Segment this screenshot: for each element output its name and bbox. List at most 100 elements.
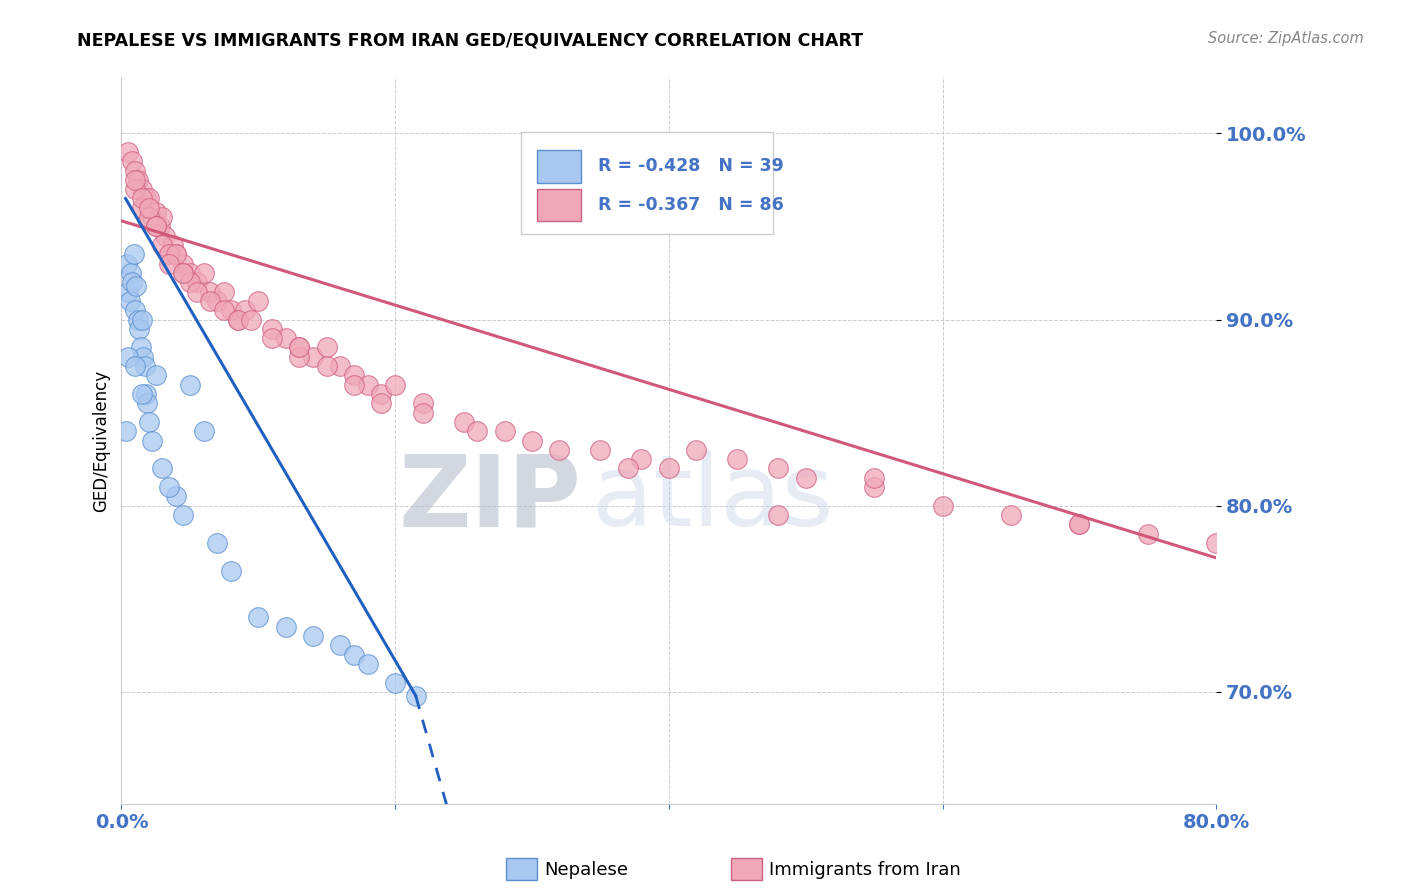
Point <box>118 293 141 308</box>
Point <box>412 396 434 410</box>
Point <box>120 266 142 280</box>
Point <box>179 266 201 280</box>
Point <box>863 471 886 485</box>
Point <box>141 210 163 224</box>
Point <box>931 499 953 513</box>
Point <box>152 238 174 252</box>
Point <box>658 461 681 475</box>
Point <box>128 322 150 336</box>
Point <box>384 377 406 392</box>
Point <box>135 387 157 401</box>
Point <box>124 163 146 178</box>
Point <box>124 359 146 373</box>
Point <box>288 350 311 364</box>
Point <box>138 201 160 215</box>
Text: ZIP: ZIP <box>398 450 581 547</box>
Point <box>288 341 311 355</box>
Point <box>384 675 406 690</box>
Point <box>124 303 146 318</box>
Point <box>794 471 817 485</box>
Point <box>1000 508 1022 522</box>
Point <box>165 247 187 261</box>
Point <box>127 173 149 187</box>
Point <box>125 279 148 293</box>
Point <box>136 396 159 410</box>
Point <box>157 247 180 261</box>
Point <box>200 285 222 299</box>
Point <box>165 247 187 261</box>
Point <box>193 424 215 438</box>
Point <box>172 257 194 271</box>
Point <box>233 303 256 318</box>
Point <box>548 442 571 457</box>
Point <box>115 257 138 271</box>
Point <box>617 461 640 475</box>
Point <box>145 219 167 234</box>
Point <box>247 610 270 624</box>
Point <box>131 182 153 196</box>
Point <box>768 461 790 475</box>
Point <box>370 387 392 401</box>
Point <box>186 275 208 289</box>
Point <box>121 154 143 169</box>
Point <box>212 285 235 299</box>
Point <box>260 331 283 345</box>
Point <box>138 415 160 429</box>
Point <box>226 312 249 326</box>
Point <box>405 689 427 703</box>
Point <box>207 293 229 308</box>
Point <box>145 219 167 234</box>
Point <box>226 312 249 326</box>
Point <box>179 275 201 289</box>
Point <box>288 341 311 355</box>
Point <box>131 312 153 326</box>
Point <box>207 536 229 550</box>
Point <box>1205 536 1227 550</box>
Point <box>725 452 748 467</box>
Point <box>145 368 167 383</box>
Point <box>343 377 366 392</box>
Point <box>768 508 790 522</box>
FancyBboxPatch shape <box>537 188 581 221</box>
Point <box>200 293 222 308</box>
Point <box>141 434 163 448</box>
FancyBboxPatch shape <box>537 150 581 183</box>
Point <box>131 201 153 215</box>
Point <box>172 266 194 280</box>
Point <box>117 350 139 364</box>
Point <box>370 396 392 410</box>
Point <box>172 508 194 522</box>
Point <box>589 442 612 457</box>
Text: Immigrants from Iran: Immigrants from Iran <box>769 861 960 879</box>
FancyBboxPatch shape <box>522 132 773 234</box>
Point <box>122 247 145 261</box>
Point <box>260 322 283 336</box>
Point <box>302 629 325 643</box>
Point <box>155 228 177 243</box>
Point <box>131 192 153 206</box>
Point <box>1069 517 1091 532</box>
Point <box>121 275 143 289</box>
Point <box>219 303 242 318</box>
Point <box>343 648 366 662</box>
Point <box>114 424 136 438</box>
Point <box>1069 517 1091 532</box>
Point <box>157 480 180 494</box>
Point <box>1136 526 1159 541</box>
Point <box>329 639 352 653</box>
Point <box>124 182 146 196</box>
Point <box>274 331 297 345</box>
Point <box>453 415 475 429</box>
Point <box>145 204 167 219</box>
Point <box>134 359 156 373</box>
Point <box>152 461 174 475</box>
Point <box>138 210 160 224</box>
Point <box>240 312 263 326</box>
Point <box>465 424 488 438</box>
Point <box>412 406 434 420</box>
Text: atlas: atlas <box>592 450 834 547</box>
Text: R = -0.367   N = 86: R = -0.367 N = 86 <box>598 195 783 213</box>
Point <box>179 377 201 392</box>
Point <box>315 359 337 373</box>
Point <box>343 368 366 383</box>
